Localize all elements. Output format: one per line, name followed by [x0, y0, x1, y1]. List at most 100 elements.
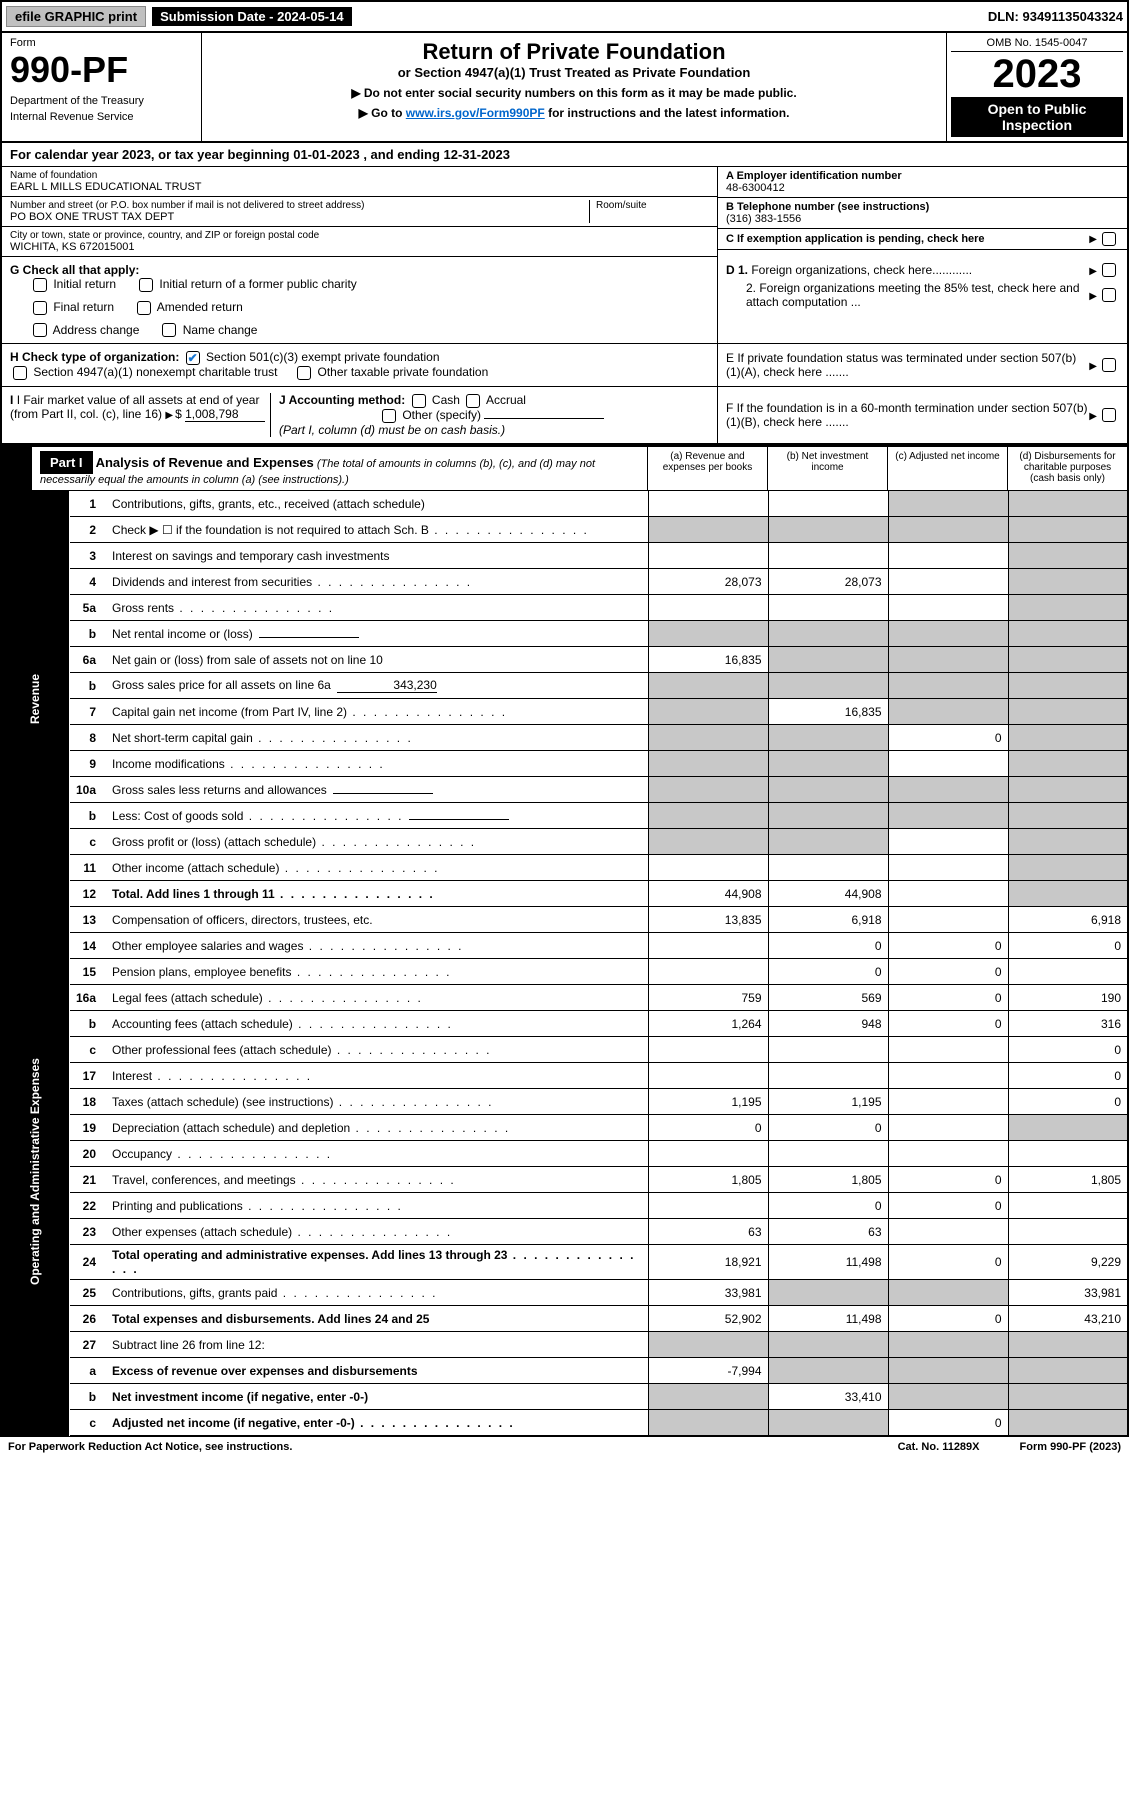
amount-cell: [1008, 725, 1128, 751]
line-description: Legal fees (attach schedule): [106, 985, 648, 1011]
room-label: Room/suite: [596, 200, 709, 211]
amount-cell: [888, 1089, 1008, 1115]
line-description: Interest: [106, 1063, 648, 1089]
table-row: Operating and Administrative Expenses13C…: [1, 907, 1128, 933]
amount-cell: [648, 803, 768, 829]
line-number: 25: [70, 1280, 106, 1306]
line-description: Capital gain net income (from Part IV, l…: [106, 699, 648, 725]
amount-cell: 16,835: [768, 699, 888, 725]
footer-mid: Cat. No. 11289X: [898, 1441, 980, 1453]
e-checkbox[interactable]: [1102, 358, 1116, 372]
j-other-checkbox[interactable]: [382, 409, 396, 423]
line-number: c: [70, 1037, 106, 1063]
table-row: 10aGross sales less returns and allowanc…: [1, 777, 1128, 803]
amount-cell: [1008, 647, 1128, 673]
f-section: F If the foundation is in a 60-month ter…: [717, 387, 1127, 443]
col-c-header: (c) Adjusted net income: [887, 447, 1007, 490]
line-number: 20: [70, 1141, 106, 1167]
j-accrual-checkbox[interactable]: [466, 394, 480, 408]
table-row: bNet investment income (if negative, ent…: [1, 1384, 1128, 1410]
line-description: Occupancy: [106, 1141, 648, 1167]
j-note: (Part I, column (d) must be on cash basi…: [279, 423, 505, 437]
g-initial-checkbox[interactable]: [33, 278, 47, 292]
col-d-header: (d) Disbursements for charitable purpose…: [1007, 447, 1127, 490]
table-row: Revenue1Contributions, gifts, grants, et…: [1, 491, 1128, 517]
line-number: 7: [70, 699, 106, 725]
d2-checkbox[interactable]: [1102, 288, 1116, 302]
amount-cell: [648, 1332, 768, 1358]
line-number: 15: [70, 959, 106, 985]
amount-cell: 13,835: [648, 907, 768, 933]
line-description: Excess of revenue over expenses and disb…: [106, 1358, 648, 1384]
line-number: 14: [70, 933, 106, 959]
line-description: Contributions, gifts, grants, etc., rece…: [106, 491, 648, 517]
amount-cell: [768, 751, 888, 777]
line-number: b: [70, 673, 106, 699]
table-row: 24Total operating and administrative exp…: [1, 1245, 1128, 1280]
g-final-checkbox[interactable]: [33, 301, 47, 315]
h-opt1: Section 501(c)(3) exempt private foundat…: [206, 350, 439, 364]
f-label: F If the foundation is in a 60-month ter…: [726, 401, 1089, 429]
amount-cell: 0: [888, 1245, 1008, 1280]
h-other-checkbox[interactable]: [297, 366, 311, 380]
g-opt-2: Address change: [53, 323, 140, 337]
amount-cell: [768, 517, 888, 543]
g-address-checkbox[interactable]: [33, 323, 47, 337]
line-description: Printing and publications: [106, 1193, 648, 1219]
h-501c3-checkbox[interactable]: [186, 351, 200, 365]
table-row: 11Other income (attach schedule): [1, 855, 1128, 881]
calendar-year-row: For calendar year 2023, or tax year begi…: [0, 143, 1129, 167]
line-description: Depreciation (attach schedule) and deple…: [106, 1115, 648, 1141]
line-description: Taxes (attach schedule) (see instruction…: [106, 1089, 648, 1115]
revenue-side-label: Revenue: [1, 491, 70, 907]
amount-cell: [1008, 1193, 1128, 1219]
g-former-checkbox[interactable]: [139, 278, 153, 292]
foundation-name-cell: Name of foundation EARL L MILLS EDUCATIO…: [2, 167, 717, 197]
g-name-checkbox[interactable]: [162, 323, 176, 337]
d1-checkbox[interactable]: [1102, 263, 1116, 277]
amount-cell: 52,902: [648, 1306, 768, 1332]
amount-cell: [768, 1280, 888, 1306]
amount-cell: [1008, 491, 1128, 517]
amount-cell: [1008, 1141, 1128, 1167]
line-description: Contributions, gifts, grants paid: [106, 1280, 648, 1306]
amount-cell: 0: [888, 1193, 1008, 1219]
amount-cell: [888, 1115, 1008, 1141]
amount-cell: [888, 491, 1008, 517]
d-section: D 1. Foreign organizations, check here..…: [717, 257, 1127, 343]
line-number: 18: [70, 1089, 106, 1115]
form-header: Form 990-PF Department of the Treasury I…: [0, 31, 1129, 143]
amount-cell: [1008, 1332, 1128, 1358]
line-number: b: [70, 803, 106, 829]
amount-cell: 0: [888, 725, 1008, 751]
e-label: E If private foundation status was termi…: [726, 351, 1089, 379]
amount-cell: [1008, 1410, 1128, 1436]
irs-label: Internal Revenue Service: [10, 111, 193, 123]
b-label: B Telephone number (see instructions): [726, 201, 1119, 213]
amount-cell: 190: [1008, 985, 1128, 1011]
j-cash-checkbox[interactable]: [412, 394, 426, 408]
line-number: 6a: [70, 647, 106, 673]
efile-print-button[interactable]: efile GRAPHIC print: [6, 6, 146, 27]
c-checkbox[interactable]: [1102, 232, 1116, 246]
arrow-icon: [1089, 358, 1099, 372]
line-description: Total. Add lines 1 through 11: [106, 881, 648, 907]
amount-cell: 1,195: [648, 1089, 768, 1115]
g-amended-checkbox[interactable]: [137, 301, 151, 315]
h-4947-checkbox[interactable]: [13, 366, 27, 380]
table-row: 14Other employee salaries and wages000: [1, 933, 1128, 959]
j-opt1: Accrual: [486, 393, 526, 407]
note-goto: ▶ Go to www.irs.gov/Form990PF for instru…: [208, 106, 940, 120]
amount-cell: [648, 621, 768, 647]
irs-link[interactable]: www.irs.gov/Form990PF: [406, 106, 545, 120]
a-label: A Employer identification number: [726, 170, 1119, 182]
amount-cell: 33,981: [648, 1280, 768, 1306]
table-row: 12Total. Add lines 1 through 1144,90844,…: [1, 881, 1128, 907]
line-number: b: [70, 1011, 106, 1037]
f-checkbox[interactable]: [1102, 408, 1116, 422]
addr-value: PO BOX ONE TRUST TAX DEPT: [10, 211, 589, 223]
table-row: 8Net short-term capital gain0: [1, 725, 1128, 751]
amount-cell: 44,908: [648, 881, 768, 907]
line-number: 27: [70, 1332, 106, 1358]
lines-table: Revenue1Contributions, gifts, grants, et…: [0, 491, 1129, 1437]
